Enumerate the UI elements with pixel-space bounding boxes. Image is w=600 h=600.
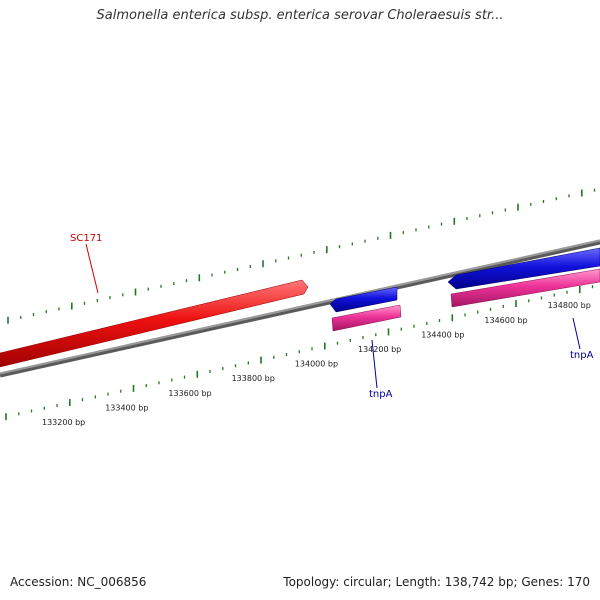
scale-label: 134800 bp <box>548 301 591 310</box>
upper-tick-row <box>7 188 596 324</box>
scale-label: 134600 bp <box>484 316 527 325</box>
genome-summary-text: Topology: circular; Length: 138,742 bp; … <box>283 575 590 589</box>
gene-tnpa-1-arrow[interactable] <box>329 286 398 313</box>
gene-sc171-leader <box>85 243 99 294</box>
gene-sc171-label[interactable]: SC171 <box>70 233 102 244</box>
accession-text: Accession: NC_006856 <box>10 575 147 589</box>
gene-tnpa-2-arrow[interactable] <box>447 247 600 290</box>
lower-tick-row <box>5 285 594 421</box>
scale-label: 133600 bp <box>168 389 211 398</box>
backbone <box>0 239 600 375</box>
cds-tnpa-2-bar[interactable] <box>450 268 600 308</box>
scale-label: 134400 bp <box>421 330 464 339</box>
gene-tnpa-1-label[interactable]: tnpA <box>369 389 393 400</box>
gene-tnpa-1-leader <box>371 339 378 389</box>
scale-label: 133200 bp <box>42 418 85 427</box>
gene-sc171-arrow[interactable] <box>0 279 309 368</box>
scale-labels: 133200 bp 133400 bp 133600 bp 133800 bp 1340… <box>42 301 591 427</box>
scale-label: 134200 bp <box>358 345 401 354</box>
scale-label: 134000 bp <box>295 360 338 369</box>
map-title: Salmonella enterica subsp. enterica sero… <box>96 8 504 23</box>
gene-tnpa-2-label[interactable]: tnpA <box>570 350 594 361</box>
scale-label: 133400 bp <box>105 403 148 412</box>
cds-tnpa-1-bar[interactable] <box>331 304 402 332</box>
scale-label: 133800 bp <box>232 374 275 383</box>
backbone-shadow <box>0 239 600 378</box>
gene-tnpa-2-leader <box>572 317 581 350</box>
